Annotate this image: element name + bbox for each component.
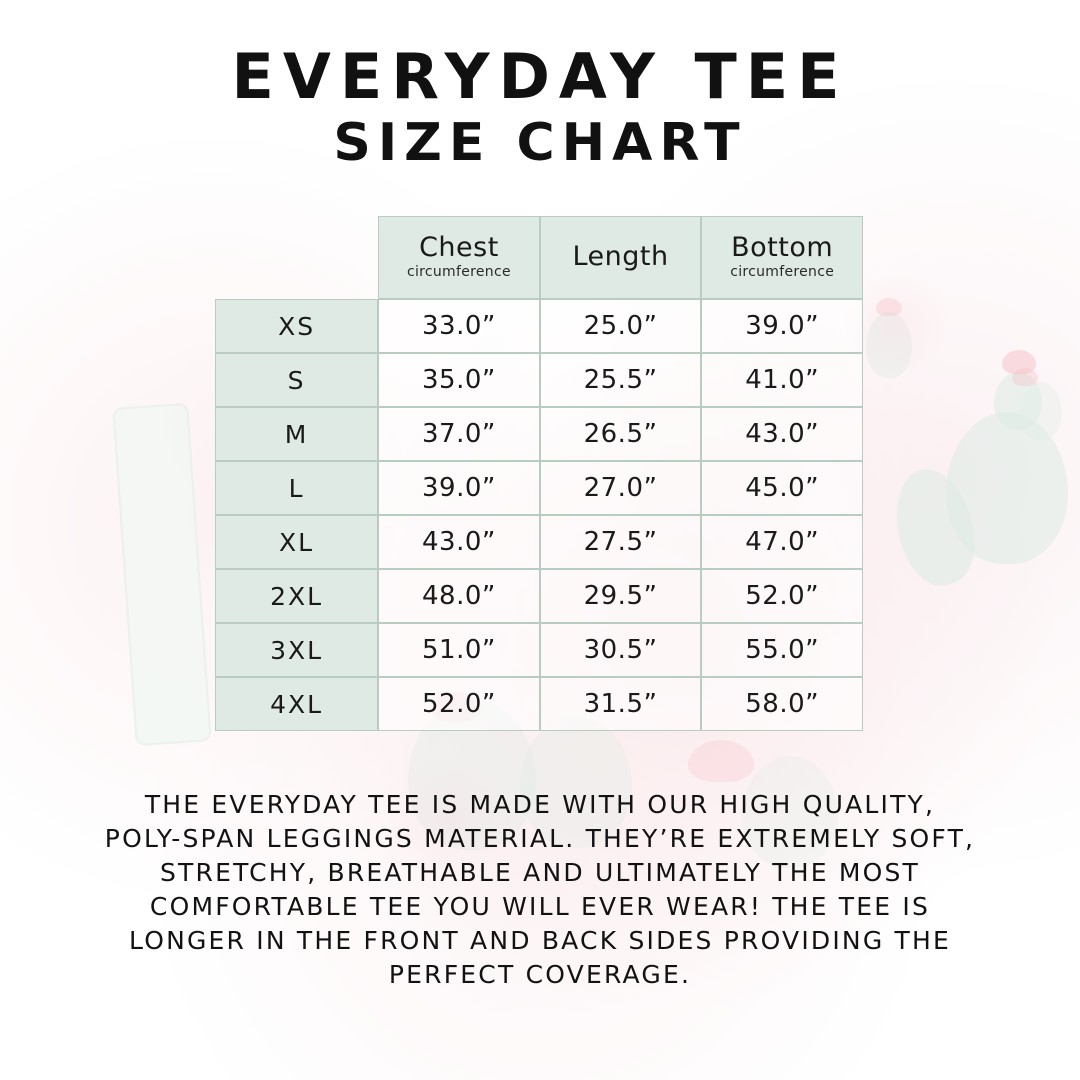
description-line: POLY-SPAN LEGGINGS MATERIAL. THEY’RE EXT…: [104, 824, 976, 853]
bottom-value: 43.0”: [701, 407, 863, 461]
size-label: XS: [215, 299, 379, 353]
size-label: M: [215, 407, 379, 461]
chest-value: 33.0”: [378, 299, 540, 353]
watermark-flower-icon: [688, 740, 754, 782]
watermark-flower-icon: [876, 298, 902, 316]
length-value: 30.5”: [539, 623, 702, 677]
chest-value: 37.0”: [378, 407, 540, 461]
description-line: STRETCHY, BREATHABLE AND ULTIMATELY THE …: [159, 858, 921, 887]
watermark-outline-shape: [112, 402, 212, 747]
watermark-flower-icon: [1012, 368, 1038, 386]
column-header-bottom-sublabel: circumference: [730, 264, 835, 281]
table-row: 4XL 52.0” 31.5” 58.0”: [215, 677, 863, 731]
chest-value: 52.0”: [378, 677, 540, 731]
length-value: 27.5”: [539, 515, 702, 569]
watermark-cactus-icon: [866, 312, 912, 378]
table-row: 2XL 48.0” 29.5” 52.0”: [215, 569, 863, 623]
bottom-value: 39.0”: [701, 299, 863, 353]
table-body: XS 33.0” 25.0” 39.0” S 35.0” 25.5” 41.0”…: [215, 299, 863, 731]
column-header-bottom: Bottom circumference: [701, 216, 863, 299]
length-value: 25.5”: [539, 353, 702, 407]
size-chart-table: Chest circumference Length Bottom circum…: [215, 216, 863, 731]
chest-value: 39.0”: [378, 461, 540, 515]
table-row: L 39.0” 27.0” 45.0”: [215, 461, 863, 515]
bottom-value: 55.0”: [701, 623, 863, 677]
length-value: 25.0”: [539, 299, 702, 353]
table-row: XL 43.0” 27.5” 47.0”: [215, 515, 863, 569]
table-row: S 35.0” 25.5” 41.0”: [215, 353, 863, 407]
page-subtitle: SIZE CHART: [333, 112, 747, 173]
bottom-value: 47.0”: [701, 515, 863, 569]
table-row: 3XL 51.0” 30.5” 55.0”: [215, 623, 863, 677]
size-label: 2XL: [215, 569, 379, 623]
chest-value: 51.0”: [378, 623, 540, 677]
column-header-chest-label: Chest: [419, 231, 499, 263]
column-header-length-label: Length: [572, 241, 669, 273]
size-label: S: [215, 353, 379, 407]
column-header-bottom-label: Bottom: [731, 231, 834, 263]
table-row: XS 33.0” 25.0” 39.0”: [215, 299, 863, 353]
chest-value: 48.0”: [378, 569, 540, 623]
description-line: THE EVERYDAY TEE IS MADE WITH OUR HIGH Q…: [144, 790, 936, 819]
length-value: 29.5”: [539, 569, 702, 623]
bottom-value: 41.0”: [701, 353, 863, 407]
chest-value: 43.0”: [378, 515, 540, 569]
description-line: COMFORTABLE TEE YOU WILL EVER WEAR! THE …: [149, 892, 931, 921]
description-line: PERFECT COVERAGE.: [388, 960, 692, 989]
title-block: EVERYDAY TEE SIZE CHART: [0, 40, 1080, 173]
size-label: L: [215, 461, 379, 515]
bottom-value: 58.0”: [701, 677, 863, 731]
column-header-chest-sublabel: circumference: [406, 264, 511, 281]
table-corner-cell: [215, 216, 378, 299]
bottom-value: 52.0”: [701, 569, 863, 623]
column-header-chest: Chest circumference: [378, 216, 540, 299]
description-block: THE EVERYDAY TEE IS MADE WITH OUR HIGH Q…: [90, 788, 990, 992]
page-title: EVERYDAY TEE: [231, 40, 849, 113]
length-value: 27.0”: [539, 461, 702, 515]
bottom-value: 45.0”: [701, 461, 863, 515]
description-line: LONGER IN THE FRONT AND BACK SIDES PROVI…: [128, 926, 952, 955]
watermark-cactus-icon: [946, 412, 1068, 564]
watermark-cactus-icon: [994, 372, 1042, 430]
column-header-length: Length: [539, 216, 702, 299]
watermark-flower-icon: [1002, 350, 1036, 374]
size-label: XL: [215, 515, 379, 569]
table-row: M 37.0” 26.5” 43.0”: [215, 407, 863, 461]
watermark-cactus-icon: [884, 460, 986, 594]
length-value: 26.5”: [539, 407, 702, 461]
length-value: 31.5”: [539, 677, 702, 731]
table-header: Chest circumference Length Bottom circum…: [215, 216, 863, 299]
chest-value: 35.0”: [378, 353, 540, 407]
size-label: 4XL: [215, 677, 379, 731]
table-header-row: Chest circumference Length Bottom circum…: [215, 216, 863, 299]
watermark-cactus-icon: [1020, 382, 1062, 440]
size-label: 3XL: [215, 623, 379, 677]
